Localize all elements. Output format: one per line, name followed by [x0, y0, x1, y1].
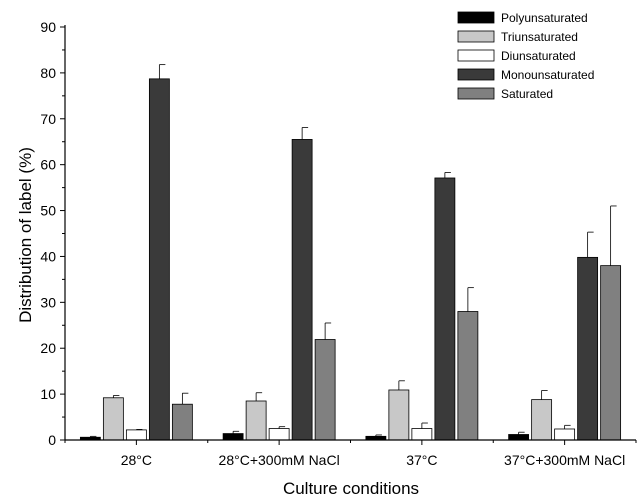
legend-label: Polyunsaturated [501, 11, 588, 25]
bar [388, 389, 410, 441]
y-tick-label: 60 [40, 157, 56, 173]
x-tick-label: 28°C [121, 452, 152, 468]
bar [314, 339, 336, 441]
y-tick-label: 90 [40, 19, 56, 35]
y-tick-label: 30 [40, 294, 56, 310]
y-tick-label: 0 [48, 432, 56, 448]
y-axis-title: Distribution of label (%) [16, 147, 35, 323]
legend-label: Triunsaturated [501, 30, 578, 44]
y-tick-label: 70 [40, 111, 56, 127]
bar [531, 399, 553, 441]
bar [171, 403, 193, 441]
bar [291, 139, 313, 441]
y-axis-ticks: 0 10 20 30 40 50 60 70 80 90 [40, 19, 65, 448]
legend-swatch [457, 30, 495, 43]
bar [508, 434, 530, 441]
legend-swatch [457, 87, 495, 100]
y-tick-label: 10 [40, 386, 56, 402]
legend-label: Diunsaturated [501, 49, 576, 63]
bar [434, 177, 456, 441]
x-tick-label: 37°C+300mM NaCl [504, 452, 625, 468]
bar [102, 397, 124, 441]
x-axis-title: Culture conditions [283, 479, 419, 498]
legend: Polyunsaturated Triunsaturated Diunsaturat… [457, 11, 594, 101]
y-tick-label: 20 [40, 340, 56, 356]
bar [268, 428, 290, 441]
x-tick-label: 37°C [406, 452, 437, 468]
bar [411, 428, 433, 441]
legend-swatch [457, 68, 495, 81]
legend-swatch [457, 11, 495, 24]
y-tick-label: 40 [40, 248, 56, 264]
axes [64, 25, 636, 441]
bars [79, 64, 622, 441]
bar [222, 433, 244, 441]
bar [148, 78, 170, 441]
bar [125, 429, 147, 441]
x-axis-ticks: 28°C 28°C+300mM NaCl 37°C 37°C+300mM NaCl [64, 440, 637, 468]
bar [245, 400, 267, 441]
legend-label: Saturated [501, 87, 553, 101]
bar [554, 428, 576, 441]
bar [577, 256, 599, 441]
y-tick-label: 50 [40, 203, 56, 219]
x-tick-label: 28°C+300mM NaCl [219, 452, 340, 468]
legend-label: Monounsaturated [501, 68, 594, 82]
legend-swatch [457, 49, 495, 62]
bar [600, 265, 622, 441]
y-tick-label: 80 [40, 65, 56, 81]
bar [457, 311, 479, 441]
